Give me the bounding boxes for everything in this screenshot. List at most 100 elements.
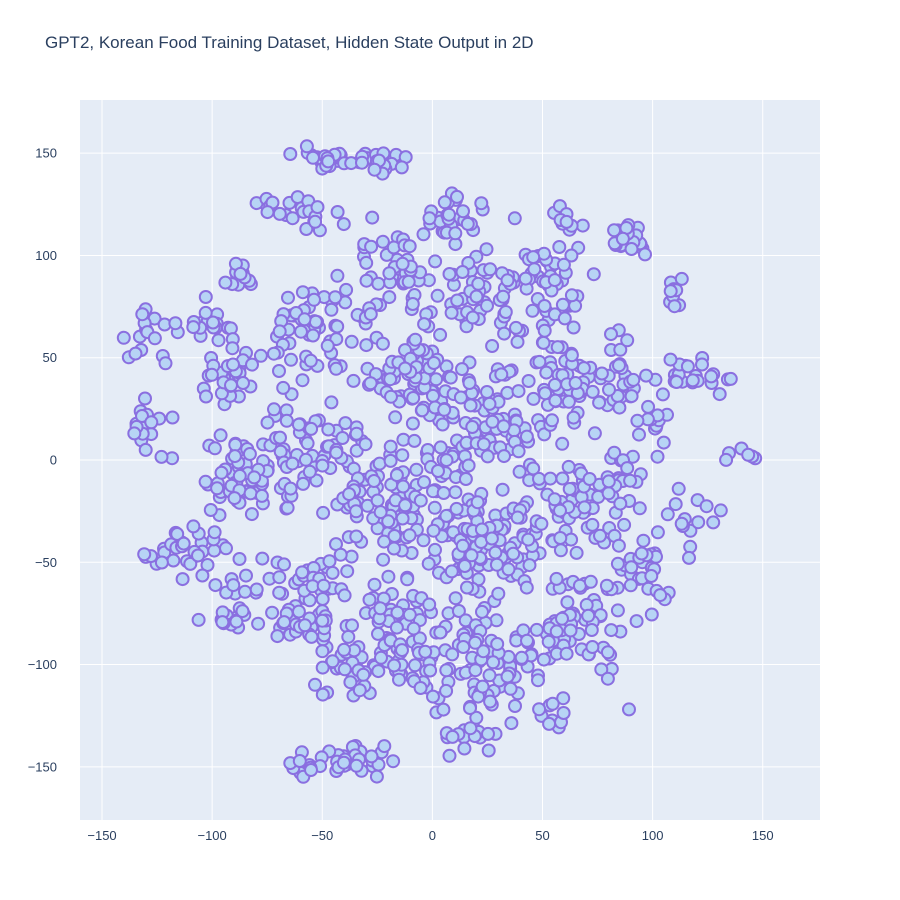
data-point[interactable]	[442, 267, 457, 281]
data-point[interactable]	[593, 528, 607, 543]
data-point[interactable]	[569, 545, 584, 560]
data-point[interactable]	[460, 216, 475, 231]
data-point[interactable]	[292, 754, 307, 768]
data-point[interactable]	[644, 569, 659, 583]
data-point[interactable]	[667, 299, 682, 314]
data-point[interactable]	[224, 378, 238, 393]
data-point[interactable]	[337, 642, 351, 657]
data-point[interactable]	[355, 155, 369, 170]
data-point[interactable]	[154, 449, 169, 464]
data-point[interactable]	[559, 646, 574, 661]
data-point[interactable]	[474, 196, 489, 211]
data-point[interactable]	[444, 305, 459, 320]
data-point[interactable]	[392, 672, 406, 687]
data-point[interactable]	[386, 754, 401, 769]
data-point[interactable]	[168, 316, 183, 331]
data-point[interactable]	[299, 139, 314, 154]
data-point[interactable]	[367, 474, 381, 488]
data-point[interactable]	[272, 324, 287, 339]
data-point[interactable]	[342, 487, 357, 502]
data-point[interactable]	[585, 384, 600, 399]
data-point[interactable]	[663, 284, 678, 299]
data-point[interactable]	[170, 527, 185, 541]
data-point[interactable]	[336, 217, 351, 232]
data-point[interactable]	[547, 492, 562, 507]
data-point[interactable]	[364, 749, 379, 764]
data-point[interactable]	[349, 758, 364, 773]
data-point[interactable]	[436, 486, 451, 500]
data-point[interactable]	[547, 377, 562, 392]
data-point[interactable]	[364, 239, 379, 254]
data-point[interactable]	[462, 376, 477, 390]
data-point[interactable]	[479, 242, 494, 257]
data-point[interactable]	[249, 582, 264, 597]
data-point[interactable]	[359, 255, 374, 270]
data-point[interactable]	[624, 389, 639, 404]
data-point[interactable]	[418, 644, 433, 659]
data-point[interactable]	[599, 578, 614, 593]
data-point[interactable]	[330, 319, 345, 334]
data-point[interactable]	[699, 499, 714, 514]
data-point[interactable]	[297, 618, 312, 633]
data-point[interactable]	[405, 297, 420, 311]
data-point[interactable]	[273, 430, 287, 445]
data-point[interactable]	[475, 679, 490, 694]
data-point[interactable]	[480, 385, 494, 399]
data-point[interactable]	[669, 375, 684, 389]
data-point[interactable]	[116, 330, 131, 345]
data-point[interactable]	[483, 262, 498, 277]
data-point[interactable]	[468, 663, 483, 678]
data-point[interactable]	[653, 588, 668, 603]
data-point[interactable]	[626, 372, 641, 387]
data-point[interactable]	[496, 419, 511, 434]
data-point[interactable]	[135, 307, 150, 322]
data-point[interactable]	[371, 276, 386, 291]
data-point[interactable]	[612, 358, 626, 373]
data-point[interactable]	[624, 560, 639, 575]
data-point[interactable]	[585, 517, 600, 532]
data-point[interactable]	[484, 531, 499, 546]
data-point[interactable]	[371, 664, 386, 679]
data-point[interactable]	[583, 574, 598, 589]
data-point[interactable]	[396, 479, 411, 494]
data-point[interactable]	[400, 572, 415, 587]
data-point[interactable]	[503, 681, 518, 696]
data-point[interactable]	[363, 307, 378, 322]
data-point[interactable]	[295, 373, 310, 388]
data-point[interactable]	[433, 327, 448, 342]
data-point[interactable]	[525, 303, 540, 318]
data-point[interactable]	[680, 359, 695, 374]
data-point[interactable]	[491, 586, 506, 601]
data-point[interactable]	[442, 207, 456, 222]
data-point[interactable]	[315, 613, 330, 628]
data-point[interactable]	[553, 543, 568, 558]
data-point[interactable]	[388, 410, 403, 425]
data-point[interactable]	[448, 485, 463, 500]
data-point[interactable]	[469, 710, 484, 725]
data-point[interactable]	[426, 523, 441, 538]
data-point[interactable]	[660, 507, 675, 522]
data-point[interactable]	[333, 547, 348, 562]
data-point[interactable]	[430, 288, 445, 303]
data-point[interactable]	[321, 422, 336, 437]
data-point[interactable]	[304, 763, 318, 777]
data-point[interactable]	[663, 352, 678, 367]
data-point[interactable]	[367, 162, 382, 177]
data-point[interactable]	[316, 578, 331, 593]
data-point[interactable]	[356, 667, 371, 682]
data-point[interactable]	[298, 452, 313, 467]
data-point[interactable]	[243, 486, 258, 501]
data-point[interactable]	[704, 369, 719, 384]
data-point[interactable]	[394, 160, 409, 175]
data-point[interactable]	[330, 268, 345, 283]
data-point[interactable]	[345, 618, 359, 633]
data-point[interactable]	[304, 629, 319, 644]
data-point[interactable]	[506, 546, 521, 561]
data-point[interactable]	[685, 373, 700, 388]
data-point[interactable]	[504, 716, 519, 731]
data-point[interactable]	[315, 687, 330, 702]
data-point[interactable]	[600, 645, 615, 660]
data-point[interactable]	[536, 335, 551, 350]
data-point[interactable]	[613, 342, 628, 357]
data-point[interactable]	[395, 256, 410, 271]
